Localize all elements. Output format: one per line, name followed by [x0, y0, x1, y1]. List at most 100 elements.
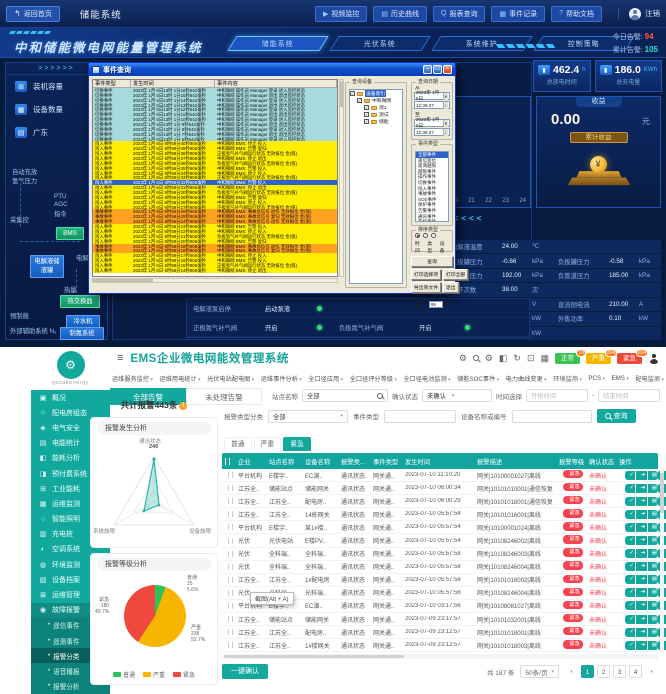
sidebar-item[interactable]: ◨ 预付费系统 [31, 466, 110, 481]
sidebar-item[interactable]: ▦ 运维监测 [31, 496, 110, 511]
event-row[interactable]: 事故事件 2023年 1月 6日 9时59分18秒906毫秒 中和微网 BMS:… [93, 248, 337, 254]
detail-action-button[interactable]: ▤ [647, 640, 658, 650]
confirm-action-button[interactable]: ✓ [625, 536, 636, 546]
sidebar-stat-item[interactable]: ▤ 广东 [6, 121, 107, 144]
event-row[interactable]: 事故事件 2023年 1月 6日 9时59分26秒906毫秒 中和微网 BMS:… [93, 209, 337, 215]
table-row[interactable]: 江苏全.. 江苏全.. 配电房.. 通讯状态 网关通.. 2023-07-09 … [222, 626, 666, 640]
sidebar-item[interactable]: ▣ 概况 [31, 390, 110, 405]
confirm-all-button[interactable]: 一键确认 [222, 664, 268, 680]
nav-item[interactable]: PCS [588, 375, 605, 382]
nav-item[interactable]: 运维服务监控 [112, 374, 153, 383]
event-row[interactable]: 事故事件 2023年 1月 6日 9时59分19秒906毫秒 中和微网 BMS:… [93, 243, 337, 249]
nav-item[interactable]: 光伏电站配电图 [207, 374, 254, 383]
page-button[interactable]: 1 [581, 665, 594, 679]
event-row[interactable]: 切换事件 2023年 1月 5日13时 1分15秒642毫秒 中和微网 操作员 … [93, 92, 337, 98]
logo-block[interactable]: ⚙ guoskenergy [31, 347, 110, 390]
window-titlebar[interactable]: 事件查询 – □ × [89, 63, 455, 76]
forward-action-button[interactable]: ➔ [636, 601, 647, 611]
page-size-select[interactable]: 50条/页 ▾ [520, 665, 559, 679]
event-type-option[interactable]: 越限事件 [418, 168, 436, 174]
confirm-status-select[interactable]: 未确认 ▾ [422, 389, 492, 402]
row-checkbox[interactable] [228, 576, 233, 583]
row-checkbox[interactable] [228, 537, 233, 544]
table-row[interactable]: 江苏全.. 储能站点 储能网关 通讯状态 网关通.. 2023-07-10 06… [222, 482, 666, 496]
nav-item[interactable]: 配电监测 [635, 374, 664, 383]
event-row[interactable]: 闯入事件 2023年 1月 6日 9时59分36秒906毫秒 负极氢气补气阀运行… [93, 160, 337, 166]
table-row[interactable]: 平台机构 E楼宇.. EC演.. 通讯状态 网关通.. 2023-07-10 0… [222, 599, 666, 614]
event-row[interactable]: 闯入事件 2023年 1月 6日 9时59分16秒906毫秒 中和微网 BMS:… [93, 258, 337, 263]
sidebar-stat-item[interactable]: ▦ 设备数量 [6, 98, 107, 121]
detail-action-button[interactable]: ▤ [647, 549, 658, 559]
close-button[interactable]: × [443, 65, 452, 74]
event-row[interactable]: 闯入事件 2023年 1月 6日 9时59分15秒906毫秒 正极氢气补气阀运行… [93, 262, 337, 268]
detail-action-button[interactable]: ▤ [647, 575, 658, 585]
event-type-option[interactable]: 操作事件 [418, 174, 436, 180]
maximize-button[interactable]: □ [433, 65, 442, 74]
table-row[interactable]: 江苏全.. 储能站点 储能网关 通讯状态 网关通.. 2023-07-09 23… [222, 613, 666, 627]
sidebar-item[interactable]: ⌂ 配电房组态 [31, 405, 110, 420]
table-vscrollbar[interactable] [660, 469, 664, 652]
export-button[interactable]: 导出到文件 [411, 282, 441, 293]
event-row[interactable]: 闯入事件 2023年 1月 6日 9时59分40秒906毫秒 中和微网 BMS:… [93, 141, 337, 147]
alarm-status-pill[interactable]: 紧急 204 [617, 348, 648, 364]
alarm-status-pill[interactable]: 严重 204 [586, 348, 617, 364]
checkbox-checked[interactable]: ✓ [364, 119, 369, 124]
row-checkbox[interactable] [228, 511, 233, 518]
event-row[interactable]: 闯入事件 2023年 1月 6日 9时59分35秒906毫秒 中和微网 BMS:… [93, 165, 337, 171]
sidebar-item[interactable]: ▧ 设备档案 [31, 572, 110, 587]
nav-item[interactable]: 电力曲线变更 [506, 374, 547, 383]
table-row[interactable]: 江苏全.. 江苏全.. 1#配电房 通讯状态 网关通.. 2023-07-10 … [222, 573, 666, 587]
event-row[interactable]: 闯入事件 2023年 1月 6日 9时59分22秒906毫秒 中和微网 BMS:… [93, 228, 337, 234]
detail-action-button[interactable]: ▤ [647, 522, 658, 532]
header-tool-icon[interactable]: ◧ [498, 352, 508, 363]
event-row[interactable]: 闯入事件 2023年 1月 6日 9时59分23秒906毫秒 中和微网 BMS:… [93, 224, 337, 229]
checkbox-checked[interactable]: ✓ [364, 112, 369, 117]
table-row[interactable]: 光伏 光伏电站 E楼PV.. 通讯状态 网关通.. 2023-07-10 05:… [222, 534, 666, 548]
cumulative-income-badge[interactable]: 累计收益 [569, 132, 628, 143]
site-name-input[interactable]: 全部 [302, 389, 388, 402]
forward-action-button[interactable]: ➔ [636, 483, 647, 493]
time-to-field[interactable]: 12:36:27 ↕ [414, 128, 450, 136]
event-row[interactable]: 闯入事件 2023年 1月 6日 9时59分27秒906毫秒 正极氢气补气阀运行… [93, 204, 337, 210]
nav-item[interactable]: EMS [612, 375, 629, 382]
confirm-action-button[interactable]: ✓ [625, 575, 636, 585]
header-tool-icon[interactable]: ↻ [513, 352, 521, 363]
alarm-status-pill[interactable]: 正常 10 [555, 348, 586, 364]
diagram-tank-box[interactable]: 电解液储液罐 [30, 255, 64, 278]
print-selected-button[interactable]: 打印选择项 [411, 269, 441, 280]
confirm-action-button[interactable]: ✓ [625, 483, 636, 493]
detail-action-button[interactable]: ▤ [647, 614, 658, 624]
confirm-action-button[interactable]: ✓ [625, 496, 636, 506]
topbar-menu-button[interactable]: ▦ 事件记录 [491, 5, 546, 22]
event-row[interactable]: 切换事件 2023年 1月 5日13时 1分11秒642毫秒 中和微网 操作员 … [93, 112, 337, 118]
level-tab[interactable]: 普通 [224, 437, 252, 451]
checkbox-checked[interactable]: ✓ [350, 91, 355, 96]
event-row[interactable]: 切换事件 2023年 1月 5日13时 1分10秒642毫秒 中和微网 操作员 … [93, 117, 337, 123]
row-checkbox[interactable] [228, 642, 233, 649]
nav-item[interactable]: 储能SOC事件 [457, 374, 499, 383]
event-type-option[interactable]: 全部事件 [416, 152, 448, 158]
forward-action-button[interactable]: ➔ [636, 588, 647, 598]
detail-action-button[interactable]: ▤ [647, 496, 658, 506]
event-type-option[interactable]: 事故事件 [418, 191, 436, 197]
event-row[interactable]: 切换事件 2023年 1月 5日13时 1分13秒642毫秒 中和微网 操作员 … [93, 102, 337, 108]
table-row[interactable]: 光伏 全科瑞.. 全科瑞.. 通讯状态 网关通.. 2023-07-10 05:… [222, 547, 666, 561]
sort-radio[interactable] [423, 233, 428, 238]
sidebar-item[interactable]: ⊞ 工业能耗 [31, 481, 110, 496]
row-checkbox[interactable] [228, 498, 233, 505]
event-type-option[interactable]: 遥测越限 [418, 163, 436, 169]
event-row[interactable]: 切换事件 2023年 1月 5日13时 1分 7秒642毫秒 中和微网 操作员 … [93, 131, 337, 137]
detail-action-button[interactable]: ▤ [647, 509, 658, 519]
time-from-input[interactable]: 开始时间 [526, 389, 588, 402]
tree-node[interactable]: ✓ 设备索引 [350, 90, 387, 97]
event-type-option[interactable]: 告警事件 [418, 207, 436, 213]
event-row[interactable]: 闯入事件 2023年 1月 6日 9时59分14秒906毫秒 中和微网 BMS:… [93, 267, 337, 273]
confirm-action-button[interactable]: ✓ [625, 601, 636, 611]
hamburger-menu-icon[interactable]: ≡ [117, 352, 124, 364]
topbar-menu-button[interactable]: ▶ 视频监控 [315, 5, 368, 22]
event-type-input[interactable] [384, 409, 456, 423]
diagram-nitrogen-box[interactable]: 制氮系统 [60, 327, 104, 341]
event-row[interactable]: 事故事件 2023年 1月 6日 9时59分25秒906毫秒 中和微网 BMS:… [93, 214, 337, 220]
sidebar-item[interactable]: ▤ 电能统计 [31, 436, 110, 451]
detail-action-button[interactable]: ▤ [647, 588, 658, 598]
